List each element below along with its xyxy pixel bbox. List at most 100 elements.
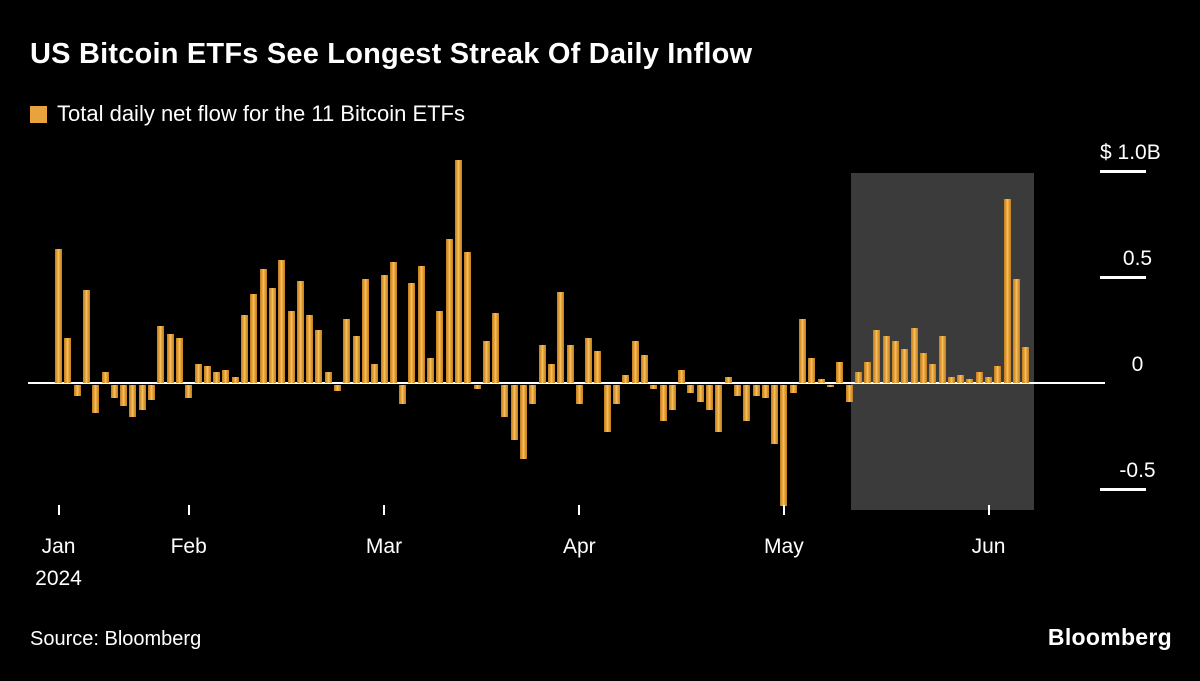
bar [175,338,183,383]
legend-label: Total daily net flow for the 11 Bitcoin … [57,101,465,126]
bar [771,385,779,444]
bar [203,366,211,383]
bar [287,311,295,383]
bar [910,328,918,383]
bar [817,379,825,383]
x-axis-label: Apr [562,535,596,558]
y-axis-tick [1100,276,1146,279]
bar [92,385,100,413]
bar [957,375,965,383]
bar [566,345,574,383]
bar [659,385,667,421]
bar [678,370,686,383]
bar [101,372,109,383]
bar [603,385,611,432]
bar [622,375,630,383]
x-axis-tick [987,505,990,515]
x-axis-label: Jan [41,535,76,558]
bar [789,385,797,393]
bar [938,336,946,383]
bar [668,385,676,410]
bar [82,290,90,383]
bar [73,385,81,396]
bar [873,330,881,383]
x-axis-label: May [764,535,804,558]
bar [994,366,1002,383]
bar [631,341,639,383]
bar [371,364,379,383]
bar [296,281,304,383]
bar [613,385,620,404]
bar [464,252,472,383]
bar [761,385,769,398]
bar [222,370,230,383]
bloomberg-logo: Bloomberg [1047,624,1172,650]
x-axis-tick [187,505,190,515]
bar [799,319,806,383]
bar [399,385,407,404]
x-axis-label: Feb [170,535,207,558]
y-axis-tick [1100,488,1146,491]
bar [529,385,537,404]
bar [975,372,983,383]
bar [808,358,816,383]
bar [640,355,648,383]
bar [259,269,267,383]
bar [352,336,360,383]
bar [947,377,955,383]
y-axis-label: $ 1.0B [1100,141,1161,164]
x-axis-year-label: 2024 [35,567,82,590]
bar [966,379,974,383]
bar [650,385,658,389]
y-axis-tick [1100,170,1146,173]
bar [687,385,695,393]
chart-title: US Bitcoin ETFs See Longest Streak Of Da… [30,38,753,70]
y-axis-label: 0 [1131,353,1144,376]
bar [547,364,555,383]
source-label: Source: Bloomberg [30,628,202,650]
bar [901,349,909,383]
bar [510,385,518,440]
bar [1003,199,1011,383]
bar [882,336,890,383]
x-axis-tick [578,505,581,515]
bar [575,385,583,404]
bar [836,362,844,383]
legend-swatch-icon [30,105,47,123]
bar [929,364,937,383]
bar [1022,347,1030,383]
bar [166,334,174,383]
bar [268,288,276,383]
bar [389,262,397,383]
bar [473,385,481,389]
bar [752,385,760,396]
bar [278,260,286,383]
bar [417,266,425,383]
bar [733,385,741,396]
bar [64,338,72,383]
bar [985,377,992,383]
bar [864,362,872,383]
bar [380,275,388,383]
bar [585,338,593,383]
bar [427,358,434,383]
bar [120,385,128,406]
bar [454,160,462,383]
zero-axis-line [28,382,1105,384]
bar [361,279,369,383]
bar [231,377,239,383]
bar [724,377,732,383]
bar [157,326,165,383]
x-axis-tick [57,505,60,515]
bar [501,385,509,417]
bar [315,330,323,383]
bar [826,385,834,387]
y-axis-label: -0.5 [1119,459,1156,482]
bar [780,385,788,506]
bar [306,315,314,383]
bar [594,351,602,383]
bar [538,345,546,383]
bar [436,311,444,383]
bar [129,385,137,417]
y-axis-label: 0.5 [1122,247,1153,270]
